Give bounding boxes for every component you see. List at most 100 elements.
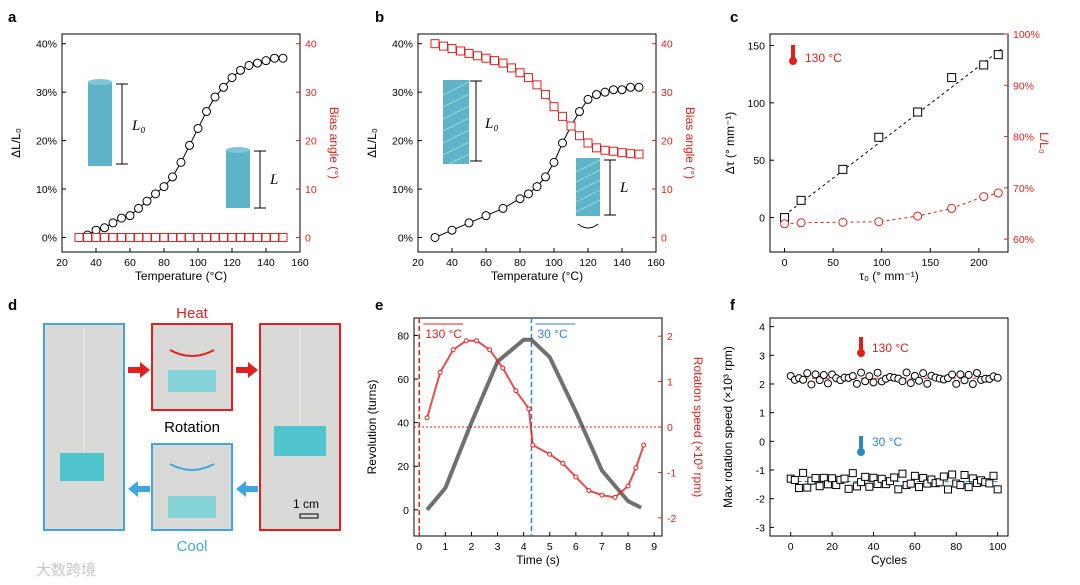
data-point-circle bbox=[796, 218, 806, 228]
data-point-square bbox=[142, 232, 152, 242]
data-point-square bbox=[823, 480, 832, 489]
revolution-curve bbox=[425, 337, 643, 512]
chart-e: 0 1 2 3 4 5 6 7 8 9 0 20 40 60 80 -2 -1 0 1 2 Time (s) Revolu… bbox=[365, 317, 705, 567]
L0-label-b: L₀ bbox=[484, 116, 499, 132]
data-point-circle bbox=[583, 94, 593, 104]
data-point-circle bbox=[612, 494, 618, 500]
panel-letter-d: d bbox=[8, 297, 17, 314]
x-tick-label: 100 bbox=[989, 541, 1007, 553]
data-point-square bbox=[541, 90, 550, 100]
y-tick-label: 2 bbox=[759, 379, 765, 391]
data-point-circle bbox=[474, 338, 480, 344]
data-point-circle bbox=[560, 460, 566, 466]
photo-sequence-d: Heat Rotation Cool 1 cm bbox=[43, 305, 341, 555]
photo-heat-state bbox=[151, 323, 233, 411]
x-tick-label: 9 bbox=[651, 541, 657, 553]
data-point-circle bbox=[202, 107, 211, 117]
x-tick-label: 1 bbox=[442, 541, 448, 553]
data-point-circle bbox=[447, 225, 457, 235]
y-tick-label: 10% bbox=[392, 184, 413, 196]
rotor-block-spinning bbox=[168, 370, 216, 392]
data-point-circle bbox=[919, 369, 928, 378]
data-point-circle bbox=[210, 92, 220, 102]
data-point-square bbox=[100, 232, 109, 242]
plot-frame bbox=[769, 33, 1009, 253]
x-tick-label: 4 bbox=[521, 541, 527, 553]
data-point-square bbox=[464, 48, 474, 58]
y2-tick-label: 10 bbox=[661, 184, 673, 196]
x-tick-label: 120 bbox=[223, 257, 241, 269]
y2-axis-label: L/L₀ bbox=[1037, 132, 1051, 154]
x-tick-label: 20 bbox=[826, 541, 838, 553]
x-axis-label: Temperature (°C) bbox=[135, 269, 227, 283]
arrow-left-icon bbox=[128, 481, 150, 497]
chart-a: 20 40 60 80 100 120 140 160 0% 10% 20% 30% 40% 0 10 20 3… bbox=[9, 33, 341, 283]
data-point-circle bbox=[906, 379, 915, 388]
data-point-square bbox=[134, 232, 143, 242]
y-axis-label: Max rotation speed (×10³ rpm) bbox=[721, 346, 735, 508]
annotation-130C: 130 °C bbox=[872, 341, 909, 355]
speed-curve bbox=[426, 339, 645, 499]
x-tick-label: 20 bbox=[412, 257, 424, 269]
data-point-square bbox=[210, 232, 220, 242]
data-point-square bbox=[439, 41, 448, 51]
y-tick-label: 1 bbox=[759, 408, 765, 420]
data-point-circle bbox=[852, 379, 861, 388]
y-tick-label: 0% bbox=[398, 232, 413, 244]
data-point-square bbox=[803, 483, 812, 492]
data-point-circle bbox=[902, 368, 911, 377]
data-point-square bbox=[799, 468, 808, 477]
x-tick-label: 0 bbox=[782, 257, 788, 269]
data-point-circle bbox=[819, 371, 828, 380]
panel-letter-c: c bbox=[730, 9, 738, 26]
chart-b: 20 40 60 80 100 120 140 160 0% 10% 20% 30% 40% 0 10 20 3… bbox=[365, 33, 697, 283]
data-point-square bbox=[943, 485, 952, 494]
data-point-square bbox=[278, 232, 288, 242]
data-point-square bbox=[898, 469, 907, 478]
cool-rotation-arrow-icon bbox=[169, 463, 215, 471]
data-point-circle bbox=[869, 378, 878, 387]
data-point-circle bbox=[176, 157, 186, 167]
data-point-square bbox=[874, 132, 884, 142]
data-point-circle bbox=[874, 217, 884, 227]
data-point-circle bbox=[513, 388, 519, 394]
data-point-square bbox=[948, 470, 957, 479]
data-point-circle bbox=[463, 338, 469, 344]
data-point-circle bbox=[193, 123, 203, 133]
y-tick-label: 0 bbox=[759, 436, 765, 448]
y2-tick-label: 0 bbox=[667, 422, 673, 434]
data-point-circle bbox=[278, 53, 288, 63]
y-axis-label: Δτ (° mm⁻¹) bbox=[723, 112, 737, 175]
data-point-square bbox=[848, 469, 857, 478]
y-tick-label: 10% bbox=[36, 184, 57, 196]
fit-line-black bbox=[784, 47, 1004, 216]
heat-rotation-arrow-icon bbox=[169, 349, 215, 357]
y-tick-label: 40% bbox=[36, 39, 57, 51]
rotor-block-spinning-cool bbox=[168, 496, 216, 518]
y2-tick-label: 100% bbox=[1013, 29, 1040, 41]
twist-lines-short bbox=[575, 159, 601, 213]
y-axis-label: ΔL/L₀ bbox=[9, 128, 23, 158]
y-tick-label: 100 bbox=[747, 98, 765, 110]
data-point-square bbox=[857, 478, 866, 487]
data-point-circle bbox=[972, 368, 981, 377]
data-point-square bbox=[549, 102, 559, 112]
data-point-square bbox=[626, 149, 635, 159]
data-point-square bbox=[617, 148, 627, 158]
data-point-square bbox=[227, 232, 237, 242]
data-point-square bbox=[935, 478, 944, 487]
data-point-square bbox=[219, 232, 228, 242]
data-point-circle bbox=[236, 65, 245, 75]
x-tick-label: 80 bbox=[158, 257, 170, 269]
data-point-square bbox=[532, 80, 542, 90]
fiber-illustration-b: L₀ L bbox=[442, 80, 628, 229]
y-tick-label: 80 bbox=[397, 330, 409, 342]
data-point-circle bbox=[807, 380, 816, 389]
data-point-circle bbox=[873, 368, 882, 377]
data-point-circle bbox=[253, 58, 262, 68]
data-point-square bbox=[985, 479, 994, 488]
data-point-square bbox=[993, 50, 1003, 60]
y2-tick-label: -1 bbox=[667, 467, 676, 479]
y2-tick-label: 90% bbox=[1013, 80, 1034, 92]
x-tick-label: 120 bbox=[579, 257, 597, 269]
